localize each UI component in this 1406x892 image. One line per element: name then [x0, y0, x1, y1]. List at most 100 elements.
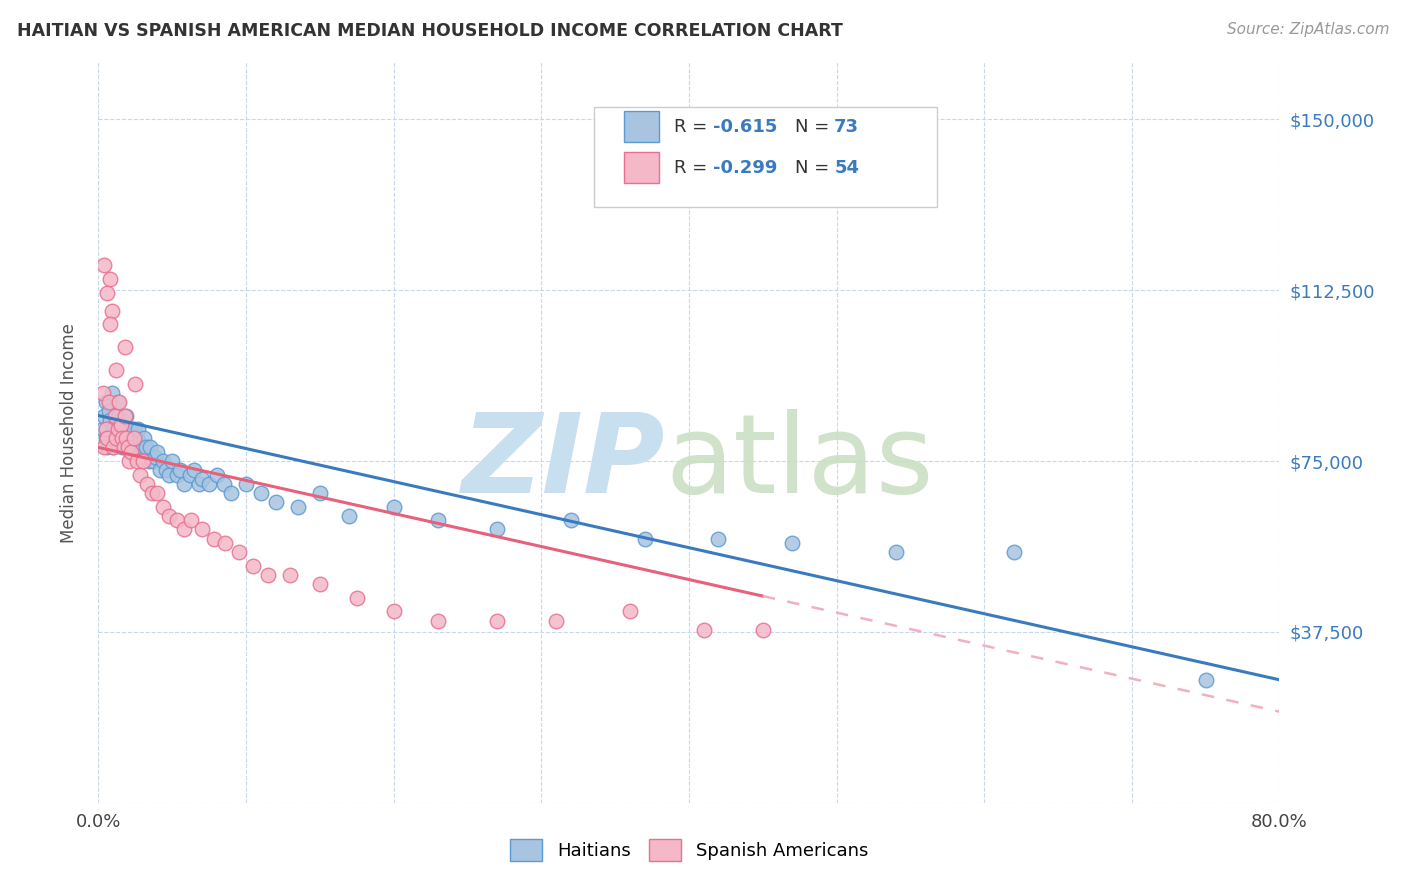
Point — [157, 508, 180, 523]
Point — [104, 417, 127, 432]
Point — [115, 431, 138, 445]
Point — [382, 500, 405, 514]
Point — [108, 409, 131, 423]
Point — [94, 431, 117, 445]
Point — [112, 431, 135, 445]
Point — [100, 303, 122, 318]
Point — [339, 508, 361, 523]
Point — [98, 272, 121, 286]
Point — [93, 258, 115, 272]
Point — [122, 431, 145, 445]
FancyBboxPatch shape — [624, 152, 659, 183]
Point — [132, 454, 155, 468]
Point — [752, 623, 775, 637]
Point — [96, 431, 118, 445]
Point — [132, 441, 155, 455]
Text: N =: N = — [796, 159, 835, 177]
Point — [135, 441, 157, 455]
Point — [142, 454, 165, 468]
Point — [93, 441, 115, 455]
Point — [105, 363, 128, 377]
Point — [546, 614, 568, 628]
Point — [122, 422, 145, 436]
FancyBboxPatch shape — [595, 107, 936, 207]
Point — [103, 441, 125, 455]
FancyBboxPatch shape — [624, 112, 659, 143]
Point — [560, 513, 582, 527]
Point — [427, 513, 450, 527]
Point — [166, 467, 188, 482]
Text: R =: R = — [673, 159, 713, 177]
Point — [97, 404, 120, 418]
Point — [110, 413, 132, 427]
Point — [214, 536, 236, 550]
Legend: Haitians, Spanish Americans: Haitians, Spanish Americans — [503, 831, 875, 868]
Point — [124, 441, 146, 455]
Point — [212, 476, 235, 491]
Point — [187, 476, 209, 491]
Point — [91, 422, 114, 436]
Point — [309, 577, 332, 591]
Point — [202, 532, 225, 546]
Text: -0.299: -0.299 — [713, 159, 778, 177]
Point — [125, 431, 148, 445]
Point — [173, 523, 195, 537]
Point — [91, 385, 114, 400]
Text: HAITIAN VS SPANISH AMERICAN MEDIAN HOUSEHOLD INCOME CORRELATION CHART: HAITIAN VS SPANISH AMERICAN MEDIAN HOUSE… — [17, 22, 842, 40]
Point — [152, 500, 174, 514]
Point — [125, 454, 148, 468]
Point — [103, 422, 125, 436]
Point — [118, 422, 141, 436]
Point — [98, 413, 121, 427]
Point — [309, 486, 332, 500]
Point — [98, 318, 121, 332]
Point — [149, 463, 172, 477]
Point — [107, 395, 129, 409]
Point — [280, 568, 302, 582]
Point — [152, 454, 174, 468]
Point — [191, 523, 214, 537]
Point — [111, 441, 134, 455]
Point — [115, 409, 138, 423]
Point — [110, 431, 132, 445]
Point — [382, 604, 405, 618]
Point — [114, 409, 136, 423]
Point — [139, 441, 162, 455]
Point — [108, 422, 131, 436]
Point — [104, 409, 127, 423]
Point — [155, 463, 177, 477]
Point — [250, 486, 273, 500]
Point — [103, 441, 125, 455]
Point — [108, 395, 131, 409]
Point — [157, 467, 180, 482]
Point — [146, 486, 169, 500]
Point — [180, 513, 202, 527]
Point — [127, 422, 149, 436]
Point — [141, 486, 163, 500]
Point — [117, 441, 139, 455]
Point — [105, 431, 128, 445]
Point — [111, 431, 134, 445]
Point — [205, 467, 228, 482]
Point — [235, 476, 257, 491]
Point — [707, 532, 730, 546]
Point — [117, 431, 139, 445]
Point — [166, 513, 188, 527]
Point — [136, 476, 159, 491]
Text: ZIP: ZIP — [461, 409, 665, 516]
Point — [169, 463, 191, 477]
Point — [97, 395, 120, 409]
Point — [134, 431, 156, 445]
Point — [105, 409, 128, 423]
Point — [118, 454, 141, 468]
Point — [124, 376, 146, 391]
Point — [782, 536, 804, 550]
Point — [634, 532, 657, 546]
Point — [619, 604, 641, 618]
Point — [94, 422, 117, 436]
Point — [93, 409, 115, 423]
Point — [884, 545, 907, 559]
Point — [221, 486, 243, 500]
Text: N =: N = — [796, 118, 835, 136]
Point — [287, 500, 309, 514]
